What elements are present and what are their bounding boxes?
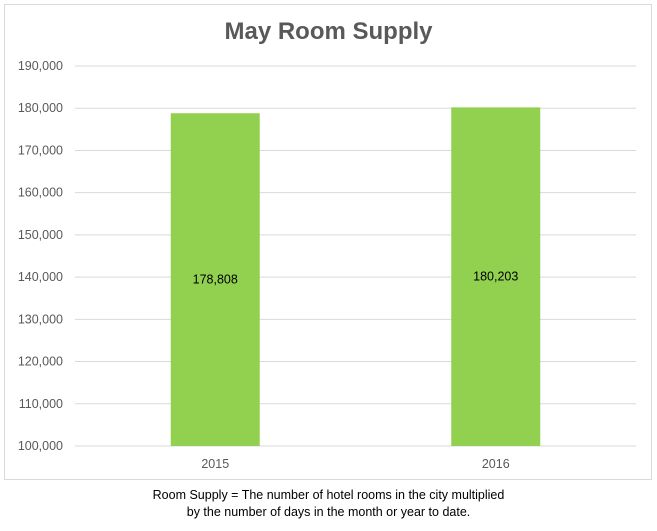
x-axis-tick-labels: 2015 2016 [201,457,509,471]
y-tick-label: 110,000 [19,397,63,411]
footnote-line-1: Room Supply = The number of hotel rooms … [152,488,505,502]
y-tick-label: 120,000 [18,355,63,369]
y-tick-label: 150,000 [18,228,63,242]
y-axis-tick-labels: 100,000 110,000 120,000 130,000 140,000 150,0… [18,59,63,453]
bar-2016 [451,107,541,446]
y-tick-label: 170,000 [18,143,63,157]
data-label-2016: 180,203 [473,270,518,284]
data-label-2015: 178,808 [193,273,238,287]
data-labels: 178,808 180,203 [193,270,519,287]
y-tick-label: 140,000 [18,270,63,284]
footnote-line-2: by the number of days in the month or ye… [186,505,471,519]
footnote: Room Supply = The number of hotel rooms … [0,487,657,521]
y-tick-label: 100,000 [18,439,63,453]
gridlines [75,65,636,447]
y-tick-label: 160,000 [18,186,63,200]
chart-frame [4,4,652,480]
y-tick-label: 190,000 [18,59,63,73]
bar-chart: 100,000 110,000 120,000 130,000 140,000 150,0… [18,59,636,471]
y-tick-label: 180,000 [18,101,63,115]
y-tick-label: 130,000 [18,312,63,326]
chart-title: May Room Supply [224,18,433,45]
bars [170,107,541,446]
x-tick-label: 2016 [482,457,510,471]
x-tick-label: 2015 [201,457,229,471]
bar-2015 [170,113,260,446]
